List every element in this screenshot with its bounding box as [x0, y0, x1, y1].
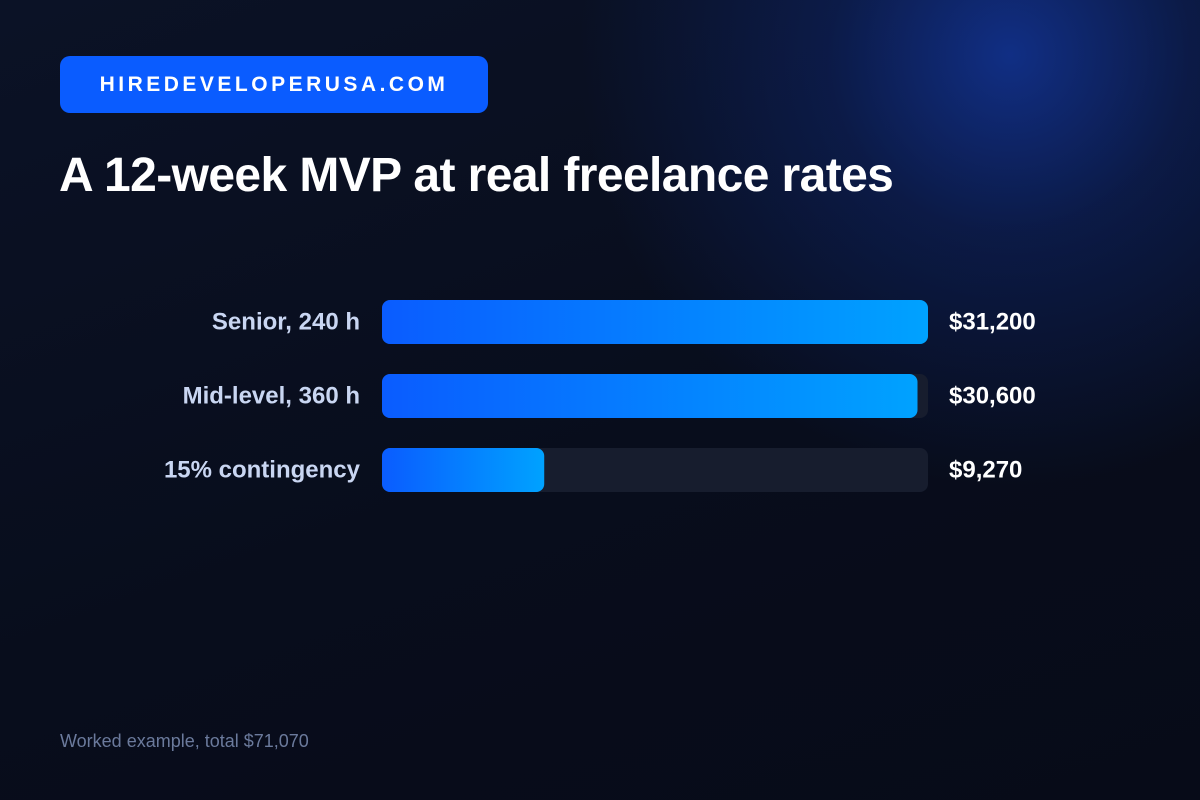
footnote: Worked example, total $71,070 [60, 731, 309, 751]
value-label: $30,600 [949, 383, 1036, 410]
bar [382, 448, 545, 492]
bar-row: Mid-level, 360 h $30,600 [183, 374, 1036, 418]
brand-label: HIREDEVELOPERUSA.COM [99, 72, 449, 96]
bar [382, 300, 928, 344]
bar [382, 374, 918, 418]
bar-row: 15% contingency $9,270 [164, 448, 1022, 492]
bar-row: Senior, 240 h $31,200 [212, 300, 1036, 344]
category-label: 15% contingency [164, 457, 361, 484]
value-label: $9,270 [949, 457, 1022, 484]
value-label: $31,200 [949, 309, 1036, 336]
page-title: A 12-week MVP at real freelance rates [59, 149, 894, 202]
category-label: Mid-level, 360 h [183, 383, 360, 410]
brand-badge: HIREDEVELOPERUSA.COM [60, 56, 488, 113]
category-label: Senior, 240 h [212, 309, 360, 336]
